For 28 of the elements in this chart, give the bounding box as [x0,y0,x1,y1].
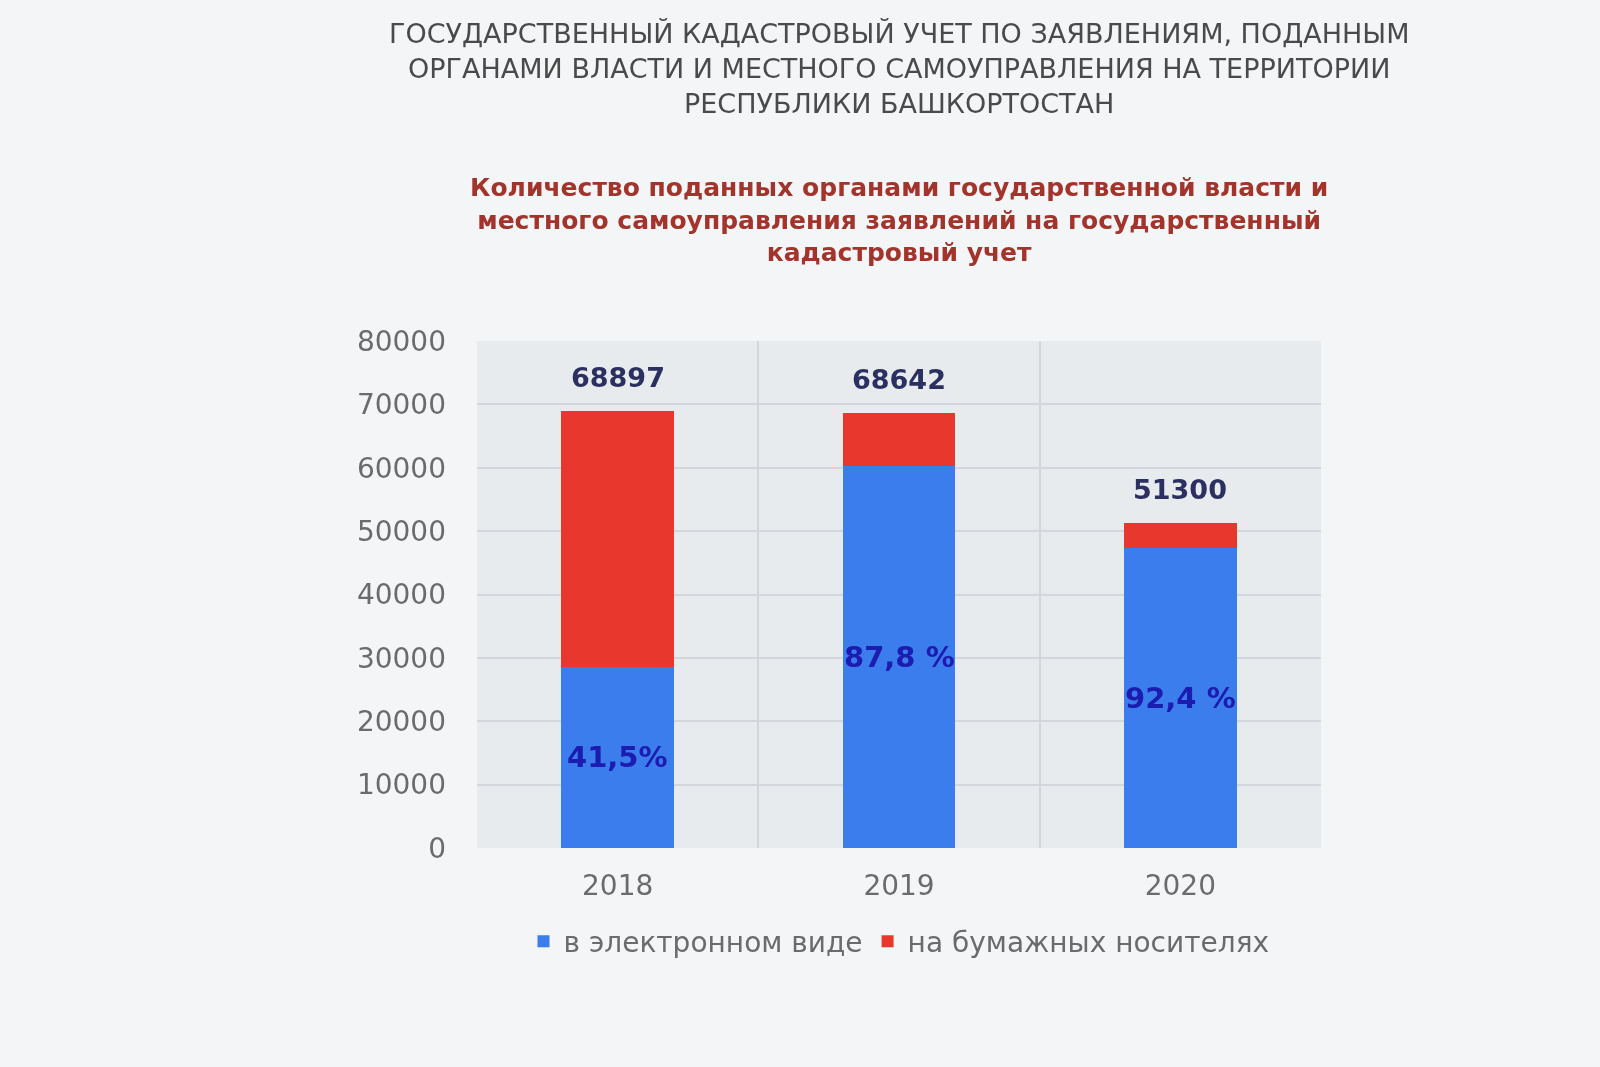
total-label: 68642 [852,364,946,395]
total-label: 51300 [1133,474,1227,505]
annotation: 41,5% [567,740,668,774]
y-tick-label: 40000 [356,578,446,612]
bar [842,412,956,467]
y-tick-label: 20000 [356,705,446,739]
bar [561,666,674,848]
y-tick-label: 80000 [356,324,446,358]
x-tick-label: 2018 [582,869,654,902]
annotation: 92,4 % [1125,681,1236,715]
chart-title: ГОСУДАРСТВЕННЫЙ КАДАСТРОВЫЙ УЧЕТ ПО ЗАЯВЛЕНИЯМ, ПОДАННЫМ ОРГАНАМИ ВЛАСТИ И МЕСТНОГО САМОУПРАВЛЕНИЯ НА ТЕРРИТОРИИ РЕСПУБЛИКИ БАШКОРТОСТАН [389,18,1410,120]
annotation: 87,8 % [844,640,955,674]
legend-label: на бумажных носителях [907,926,1270,960]
y-tick-label: 30000 [356,641,446,675]
legend-label: в электронном виде [563,926,863,960]
y-tick-label: 0 [428,831,446,865]
bar [1124,522,1237,548]
bar [1124,547,1237,848]
y-tick-label: 60000 [356,451,446,485]
y-tick-label: 10000 [356,768,446,802]
total-label: 68897 [571,362,665,393]
bar [842,466,956,848]
chart-subtitle: Количество поданных органами государственной власти и местного самоуправления заявлений на государственный кадастровый учет [470,173,1329,267]
bar [561,411,674,667]
x-tick-label: 2020 [1144,869,1216,902]
x-tick-label: 2019 [863,869,935,902]
y-tick-label: 50000 [356,514,446,548]
y-tick-label: 70000 [356,388,446,422]
